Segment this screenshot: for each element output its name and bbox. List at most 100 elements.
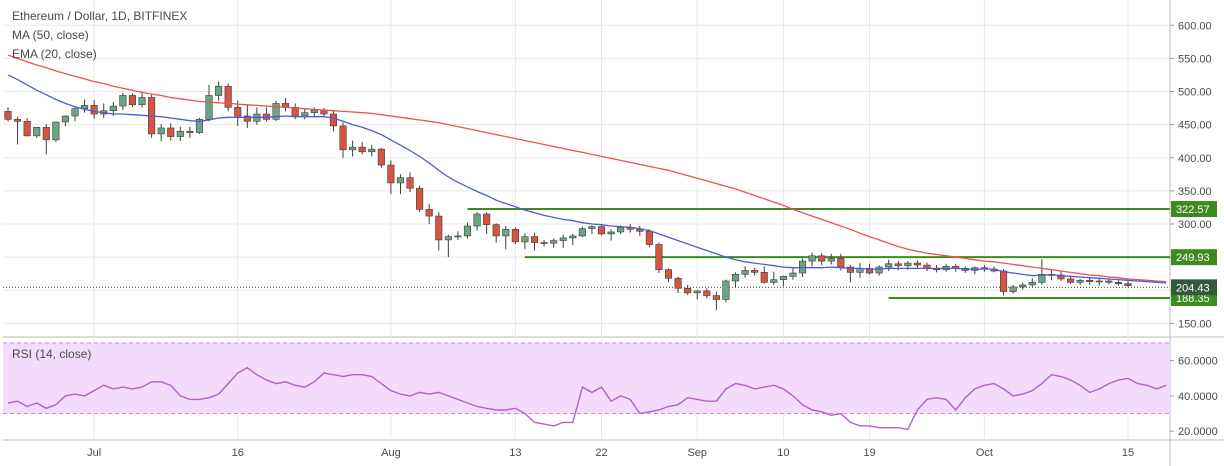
candle: [1086, 280, 1094, 282]
candle: [119, 95, 127, 107]
candle: [368, 148, 376, 153]
candle: [751, 270, 759, 273]
ma-50-line: [7, 54, 1167, 283]
candle: [655, 244, 663, 271]
rsi-y-tick-label: 20.0000: [1178, 426, 1218, 438]
candle: [722, 280, 730, 300]
candle: [42, 126, 50, 141]
candle: [339, 125, 347, 151]
y-tick-label: 300.00: [1178, 219, 1212, 231]
candle: [540, 242, 548, 244]
y-tick-label: 150.00: [1178, 318, 1212, 330]
candle: [674, 278, 682, 289]
current-price-tag: [1171, 279, 1217, 296]
candle: [1124, 283, 1132, 286]
y-tick-label: 550.00: [1178, 53, 1212, 65]
candle: [550, 240, 558, 244]
candle: [463, 225, 472, 237]
candle: [875, 266, 883, 274]
candle: [1019, 284, 1027, 288]
candle: [416, 187, 424, 210]
candle: [61, 115, 69, 123]
rsi-band: [3, 342, 1170, 415]
candle: [559, 237, 567, 241]
candle: [885, 263, 893, 268]
candle: [435, 215, 443, 241]
candle: [272, 103, 280, 120]
candle: [186, 130, 194, 133]
candle: [33, 126, 41, 137]
candle: [664, 269, 673, 279]
candle: [349, 146, 357, 151]
candle: [377, 148, 385, 166]
candle: [358, 146, 366, 153]
candle: [128, 95, 136, 106]
candle: [818, 255, 826, 262]
ma-legend: MA (50, close): [12, 28, 89, 42]
candle: [109, 105, 117, 112]
x-tick-label: 10: [777, 447, 789, 459]
rsi-legend: RSI (14, close): [12, 347, 92, 361]
candle: [530, 236, 539, 243]
candle: [1105, 280, 1113, 283]
candle: [444, 236, 452, 241]
candle: [1076, 280, 1084, 283]
candle: [1095, 280, 1103, 283]
candlestick-series: [4, 81, 1132, 311]
level-tag: [1171, 201, 1217, 218]
candle: [52, 121, 60, 141]
candle: [329, 113, 338, 127]
candle: [808, 255, 816, 262]
rsi-line: [7, 366, 1167, 431]
candle: [1067, 278, 1075, 283]
rsi-y-tick-label: 60.0000: [1178, 356, 1218, 368]
candle: [138, 97, 146, 106]
candle: [215, 85, 223, 96]
y-tick-label: 450.00: [1178, 120, 1212, 132]
level-tag-label: 249.93: [1176, 252, 1210, 264]
candle: [234, 107, 242, 117]
candle: [894, 263, 902, 267]
candle: [703, 290, 711, 296]
candle: [789, 272, 797, 277]
candle: [483, 213, 491, 225]
candle: [243, 115, 251, 122]
candle: [827, 258, 835, 262]
candle: [176, 130, 184, 137]
y-tick-label: 500.00: [1178, 87, 1212, 99]
candle: [4, 111, 12, 120]
candle: [387, 164, 395, 184]
x-tick-label: 16: [232, 447, 244, 459]
candle: [492, 224, 500, 237]
candle: [779, 276, 787, 280]
candle: [1114, 281, 1122, 284]
candle: [731, 274, 740, 282]
candle: [1009, 286, 1017, 292]
candle: [301, 112, 309, 117]
candle: [904, 262, 912, 267]
chart-title: Ethereum / Dollar, 1D, BITFINEX: [12, 9, 188, 23]
candle: [607, 231, 615, 235]
support-resistance-levels: [3, 208, 1170, 299]
candle: [770, 279, 778, 283]
candle: [1028, 281, 1036, 286]
candle: [741, 270, 749, 275]
current-price-label: 204.43: [1176, 282, 1210, 294]
candle: [71, 108, 79, 117]
candle: [1000, 270, 1008, 292]
candle: [521, 236, 529, 243]
candle: [693, 290, 701, 294]
time-axis: Jul 16 Aug 13 22 Sep 10 19 Oct 15: [87, 447, 1134, 459]
candle: [205, 95, 213, 120]
candle: [578, 228, 586, 237]
candle: [14, 119, 22, 122]
candle: [597, 226, 606, 235]
x-tick-label: Aug: [381, 447, 401, 459]
candle: [291, 107, 299, 117]
level-tag-label: 188.35: [1176, 293, 1210, 305]
x-tick-label: Jul: [87, 447, 101, 459]
x-tick-label: 13: [509, 447, 521, 459]
candle: [167, 127, 175, 137]
